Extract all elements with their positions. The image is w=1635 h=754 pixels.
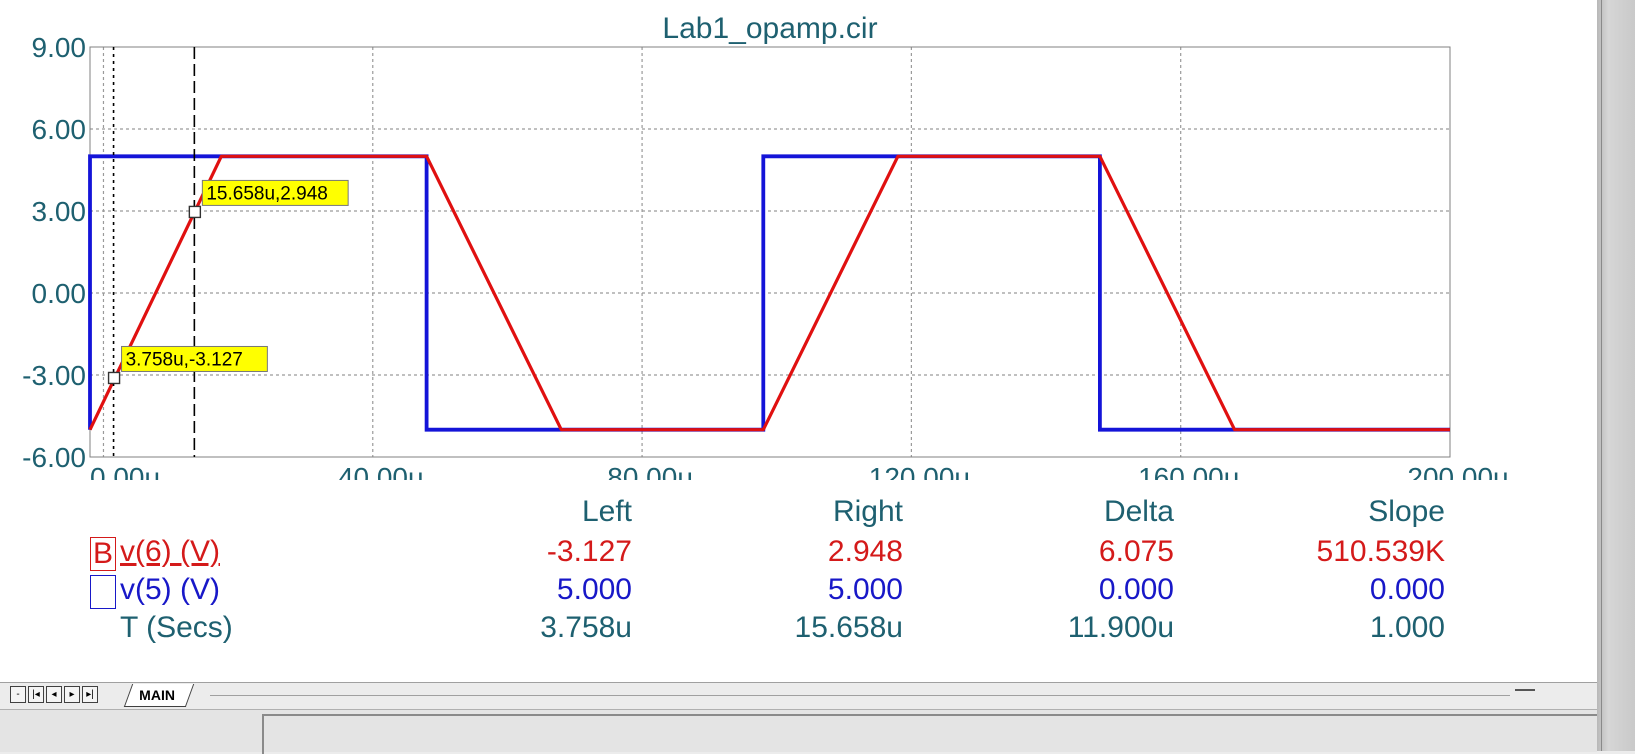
- y-tick-label: 3.00: [32, 196, 87, 227]
- time-label: T (Secs): [120, 611, 233, 644]
- page-tab-bar: - |◂ ◂ ▸ ▸| MAIN: [0, 682, 1597, 709]
- tab-nav-first-button[interactable]: |◂: [28, 686, 44, 703]
- y-tick-label: -3.00: [22, 360, 86, 391]
- x-tick-label: 80.00u: [607, 462, 693, 480]
- trace-selector-v6[interactable]: B: [90, 537, 116, 571]
- left-cursor-marker: [107, 371, 121, 385]
- tab-main-label: MAIN: [139, 687, 175, 703]
- time-left-value: 3.758u: [540, 611, 632, 644]
- trace-label-v5[interactable]: v(5) (V): [120, 573, 220, 606]
- v6-slope-value: 510.539K: [1316, 535, 1445, 568]
- series-v6-line: [88, 154, 1450, 432]
- status-bar: [0, 709, 1599, 754]
- time-delta-value: 11.900u: [1067, 611, 1174, 644]
- tab-nav-minus-button[interactable]: -: [10, 686, 26, 703]
- v5-left-value: 5.000: [556, 573, 632, 606]
- tab-nav-prev-button[interactable]: ◂: [46, 686, 62, 703]
- v6-right-value: 2.948: [827, 535, 903, 568]
- v6-left-value: -3.127: [546, 535, 632, 568]
- y-tick-label: 0.00: [32, 278, 87, 309]
- y-tick-label: -6.00: [22, 442, 86, 473]
- window-edge: [1597, 0, 1635, 751]
- tab-nav-next-button[interactable]: ▸: [64, 686, 80, 703]
- cursor-readout-table: Left Right Delta Slope B v(6) (V) -3.127…: [0, 495, 1597, 675]
- trace-selector-v5[interactable]: [90, 575, 116, 609]
- left-cursor-tag-label: 3.758u,-3.127: [126, 349, 243, 370]
- v6-delta-value: 6.075: [1098, 535, 1174, 568]
- header-delta: Delta: [1103, 495, 1174, 528]
- tab-main[interactable]: MAIN: [123, 684, 194, 707]
- header-right: Right: [832, 495, 903, 528]
- time-right-value: 15.658u: [794, 611, 903, 644]
- status-panel: [262, 714, 1599, 754]
- right-cursor-marker: [188, 205, 202, 219]
- tab-nav-last-button[interactable]: ▸|: [82, 686, 98, 703]
- v5-right-value: 5.000: [827, 573, 903, 606]
- header-slope: Slope: [1368, 495, 1445, 528]
- x-tick-label: 200.00u: [1407, 462, 1508, 480]
- y-tick-label: 9.00: [32, 32, 87, 63]
- left-cursor-tag: [121, 345, 268, 372]
- plot-window: Lab1_opamp.cir 9.00 6.00 3.00 0.00 -3.00 -6.0…: [0, 0, 1599, 754]
- transient-plot[interactable]: Lab1_opamp.cir 9.00 6.00 3.00 0.00 -3.00 -6.0…: [0, 0, 1597, 480]
- right-cursor-tag: [201, 179, 349, 206]
- right-cursor-tag-label: 15.658u,2.948: [206, 183, 328, 204]
- plot-area-frame: [89, 46, 1451, 458]
- x-tick-label: 160.00u: [1138, 462, 1239, 480]
- x-tick-label: 40.00u: [338, 462, 424, 480]
- tab-divider: [210, 695, 1510, 696]
- header-left: Left: [581, 495, 632, 528]
- chart-title: Lab1_opamp.cir: [662, 12, 877, 45]
- trace-prefix: B: [92, 537, 113, 570]
- tab-bar-handle[interactable]: [1515, 689, 1535, 691]
- x-tick-label: 120.00u: [869, 462, 970, 480]
- v5-slope-value: 0.000: [1369, 573, 1445, 606]
- x-tick-label: 0.00u: [90, 462, 160, 480]
- trace-label-v6[interactable]: v(6) (V): [120, 535, 220, 568]
- v5-delta-value: 0.000: [1098, 573, 1174, 606]
- time-slope-value: 1.000: [1369, 611, 1445, 644]
- y-tick-label: 6.00: [32, 114, 87, 145]
